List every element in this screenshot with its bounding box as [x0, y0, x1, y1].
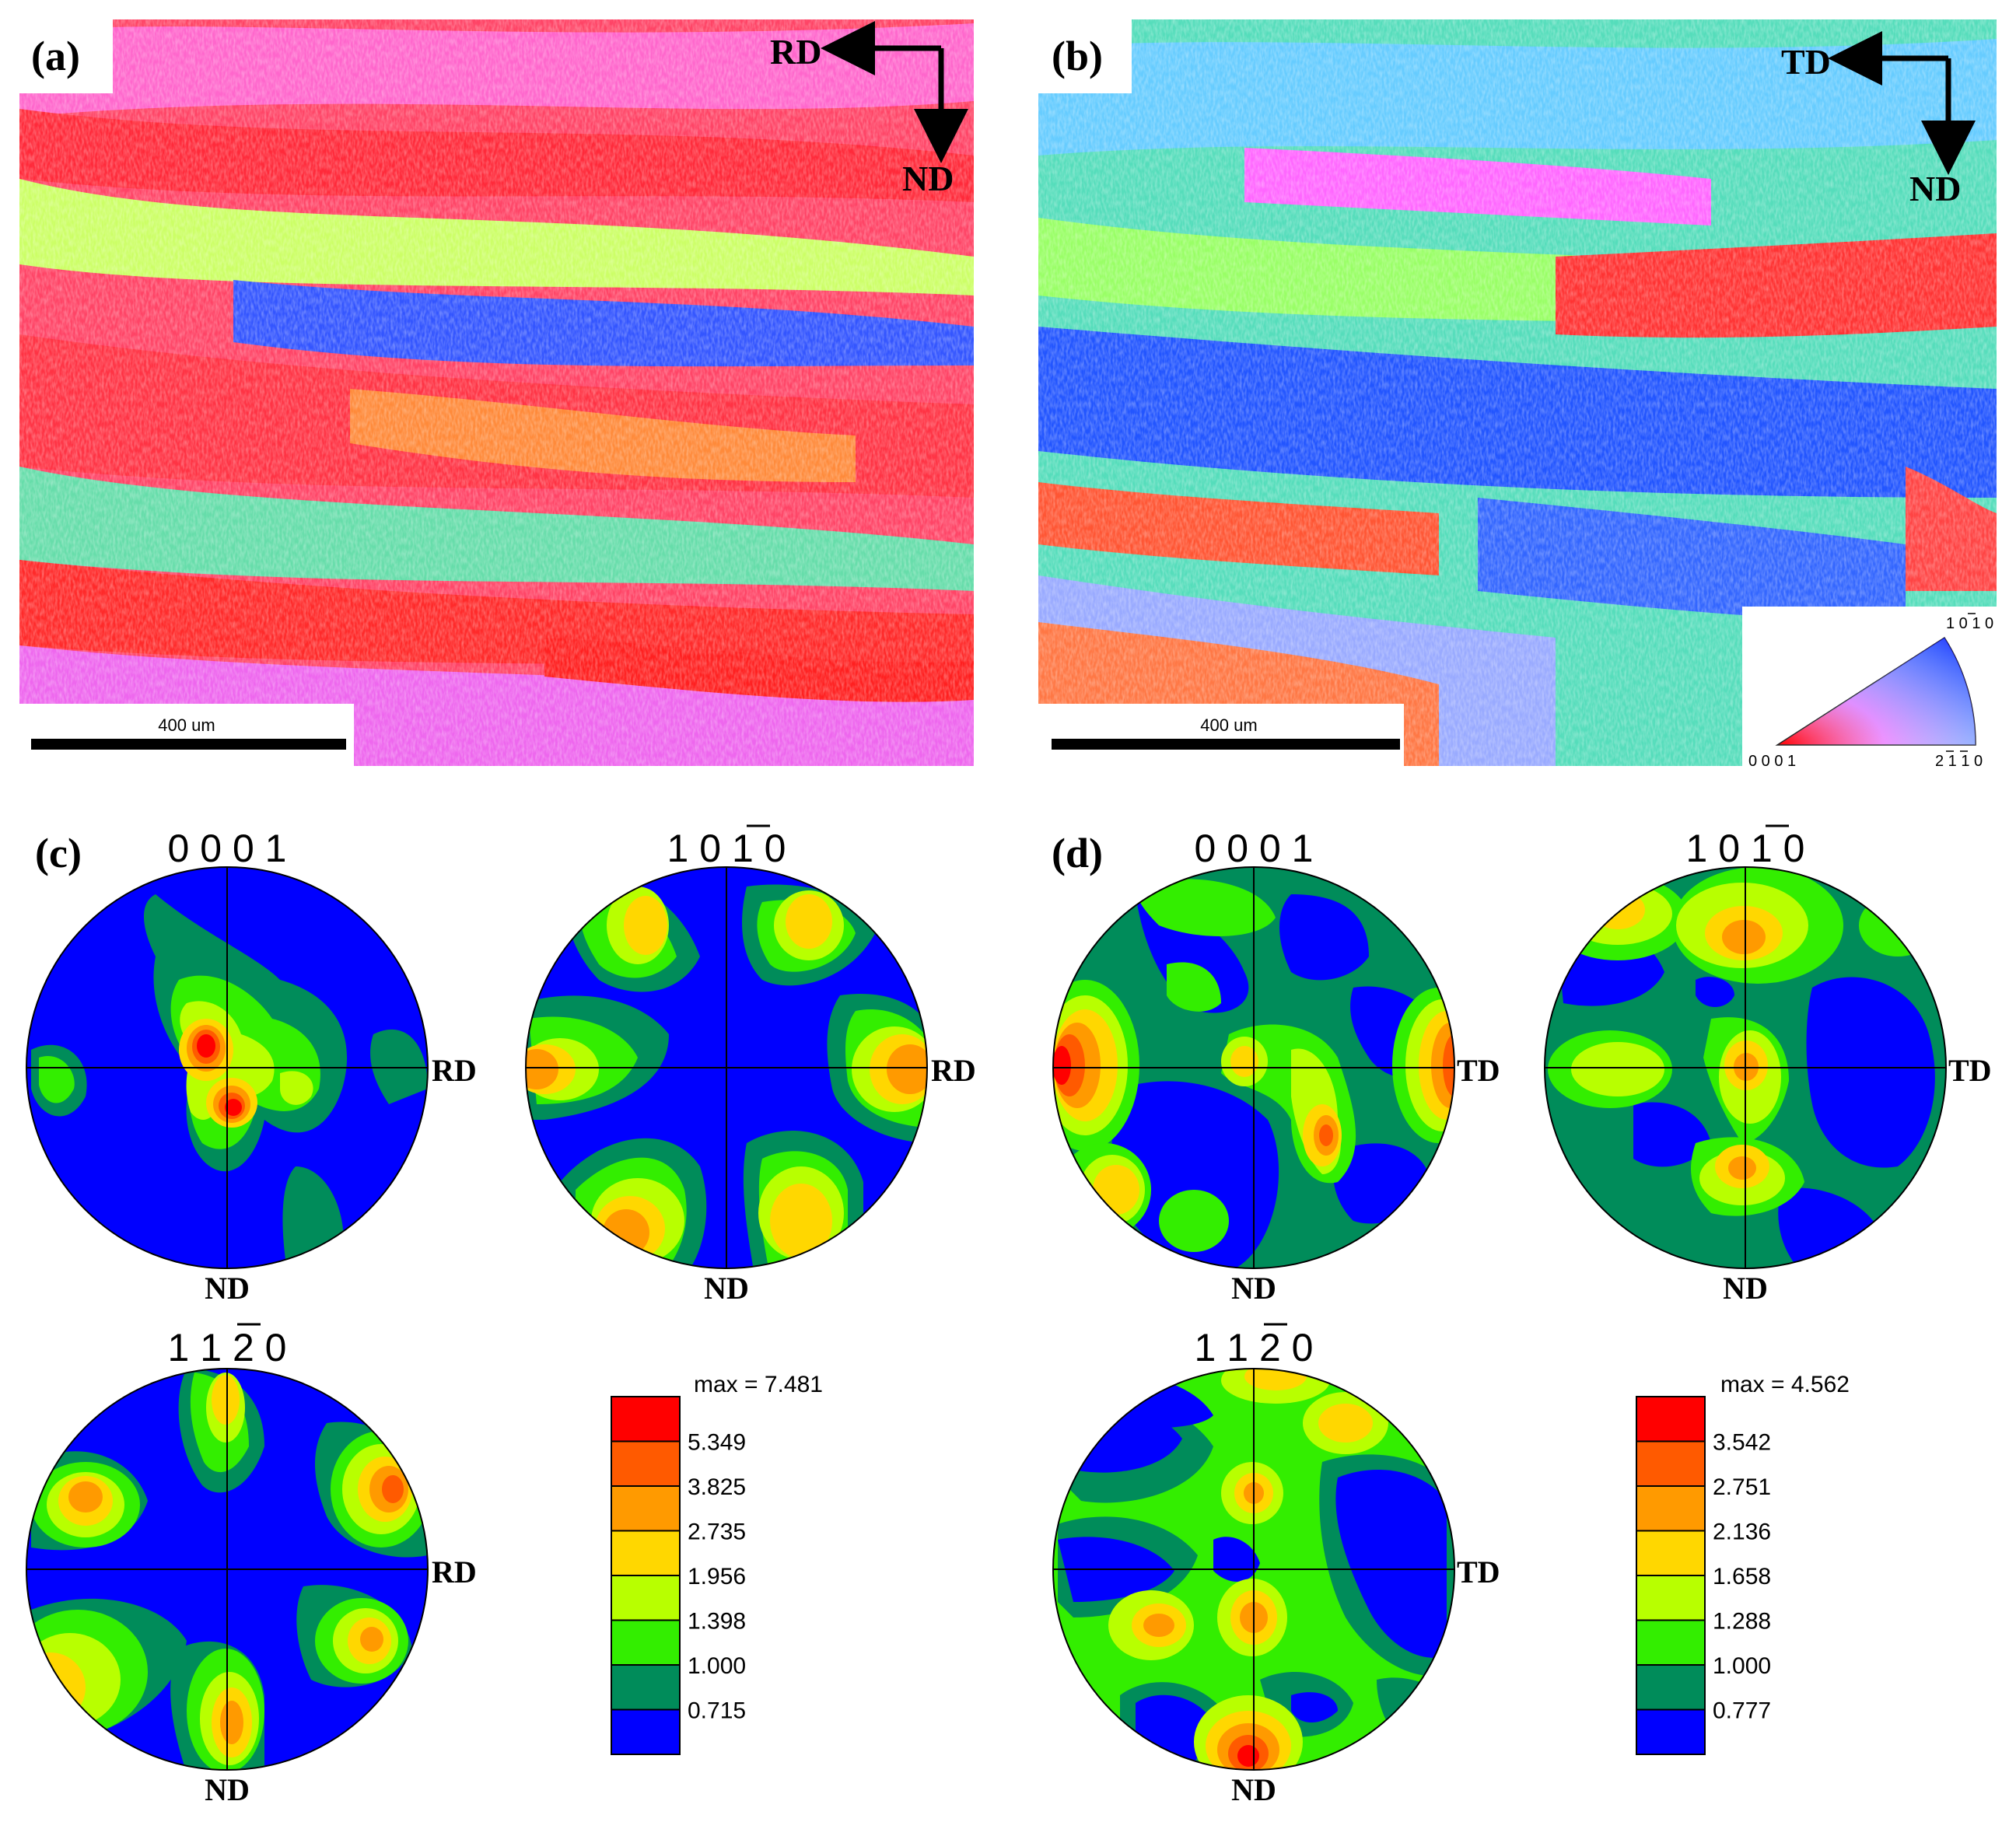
pole-figure-d-0001: 0 0 0 1 — [1052, 827, 1500, 1306]
legend-swatch — [1636, 1708, 1706, 1755]
pf-axis-rd-c-0001: RD — [432, 1053, 477, 1088]
dir-label-nd-b: ND — [1909, 169, 1961, 208]
legend-c-max: max = 7.481 — [694, 1372, 823, 1397]
pole-figure-c-1120: 1 1 2 0 — [26, 1323, 477, 1807]
legend-level-label: 1.658 — [1713, 1564, 1771, 1589]
legend-swatch — [1636, 1485, 1706, 1532]
intensity-legend-c: max = 7.481 5.349 3.825 2.735 1.956 1.398 1.0… — [611, 1372, 823, 1755]
scale-bar-label-a: 400 um — [158, 715, 215, 735]
legend-swatch — [611, 1530, 681, 1576]
ipf-key-left-label: 0 0 0 1 — [1748, 753, 1796, 770]
pole-figure-d-1120: 1 1 2 0 — [1052, 1323, 1500, 1807]
ipf-key-right-label: 2 1 1 0 — [1935, 753, 1983, 770]
dir-label-rd: RD — [770, 32, 821, 72]
pf-axis-nd-c-1120: ND — [205, 1772, 250, 1807]
direction-indicator-a: RD ND — [770, 21, 968, 198]
pf-title-c-0001: 0 0 0 1 — [168, 827, 287, 870]
legend-swatch — [1636, 1440, 1706, 1487]
legend-level-label: 2.751 — [1713, 1474, 1771, 1500]
scale-bar-b: 400 um — [1038, 704, 1404, 766]
legend-level-label: 1.000 — [688, 1653, 746, 1679]
legend-level-label: 5.349 — [688, 1430, 746, 1456]
legend-swatch — [611, 1708, 681, 1755]
pole-figure-c-0001: 0 0 0 1 RD ND — [26, 827, 477, 1306]
legend-swatch — [1636, 1575, 1706, 1621]
pole-figure-d-1010: 1 0 1 0 — [1544, 824, 1992, 1306]
legend-swatch — [1636, 1619, 1706, 1666]
legend-swatch — [611, 1575, 681, 1621]
pf-axis-nd-d-1010: ND — [1723, 1271, 1768, 1306]
pf-axis-td-d-1010: TD — [1948, 1053, 1992, 1088]
ebsd-map-a — [19, 19, 974, 766]
pf-axis-nd-d-1120: ND — [1231, 1772, 1276, 1807]
pf-title-d-0001: 0 0 0 1 — [1195, 827, 1314, 870]
ebsd-map-b — [1038, 19, 1997, 766]
pf-axis-nd-d-0001: ND — [1231, 1271, 1276, 1306]
pf-axis-rd-c-1120: RD — [432, 1554, 477, 1589]
pf-axis-nd-c-1010: ND — [704, 1271, 749, 1306]
pf-axis-rd-c-1010: RD — [931, 1053, 976, 1088]
ipf-color-key: 1 0 1 0 0 0 0 1 2 1 1 0 — [1742, 607, 1999, 770]
pf-title-d-1120: 1 1 2 0 — [1195, 1326, 1314, 1369]
scale-bar-a: 400 um — [19, 704, 354, 766]
legend-swatch — [1636, 1530, 1706, 1576]
panel-label-c: (c) — [35, 830, 82, 876]
pf-title-c-1120: 1 1 2 0 — [168, 1326, 287, 1369]
legend-level-label: 2.735 — [688, 1519, 746, 1545]
ipf-key-top-label: 1 0 1 0 — [1946, 615, 1993, 632]
legend-d-max: max = 4.562 — [1720, 1372, 1850, 1397]
legend-level-label: 0.715 — [688, 1698, 746, 1724]
pf-title-c-1010: 1 0 1 0 — [667, 827, 786, 870]
legend-swatch — [1636, 1396, 1706, 1443]
legend-level-label: 1.398 — [688, 1609, 746, 1635]
legend-level-label: 3.542 — [1713, 1430, 1771, 1456]
legend-level-label: 1.288 — [1713, 1609, 1771, 1635]
legend-swatch — [611, 1396, 681, 1443]
pole-figure-c-1010: 1 0 1 0 — [525, 824, 976, 1306]
legend-swatch — [611, 1664, 681, 1711]
panel-label-a: (a) — [31, 33, 80, 79]
pf-axis-td-d-0001: TD — [1457, 1053, 1500, 1088]
legend-swatch — [611, 1619, 681, 1666]
legend-swatch — [611, 1440, 681, 1487]
pf-axis-nd-c-0001: ND — [205, 1271, 250, 1306]
intensity-legend-d: max = 4.562 3.542 2.751 2.136 1.658 1.288 1.0… — [1636, 1372, 1850, 1755]
direction-indicator-b: TD ND — [1781, 31, 1976, 208]
panel-label-b: (b) — [1052, 33, 1103, 79]
pf-axis-td-d-1120: TD — [1457, 1554, 1500, 1589]
legend-level-label: 3.825 — [688, 1474, 746, 1500]
scale-bar-label-b: 400 um — [1200, 715, 1257, 735]
legend-level-label: 0.777 — [1713, 1698, 1771, 1724]
panel-label-d: (d) — [1052, 830, 1103, 876]
legend-swatch — [611, 1485, 681, 1532]
legend-level-label: 1.956 — [688, 1564, 746, 1589]
legend-level-label: 1.000 — [1713, 1653, 1771, 1679]
legend-swatch — [1636, 1664, 1706, 1711]
pf-title-d-1010: 1 0 1 0 — [1686, 827, 1805, 870]
dir-label-td: TD — [1781, 42, 1831, 82]
dir-label-nd-a: ND — [902, 159, 954, 198]
legend-level-label: 2.136 — [1713, 1519, 1771, 1545]
